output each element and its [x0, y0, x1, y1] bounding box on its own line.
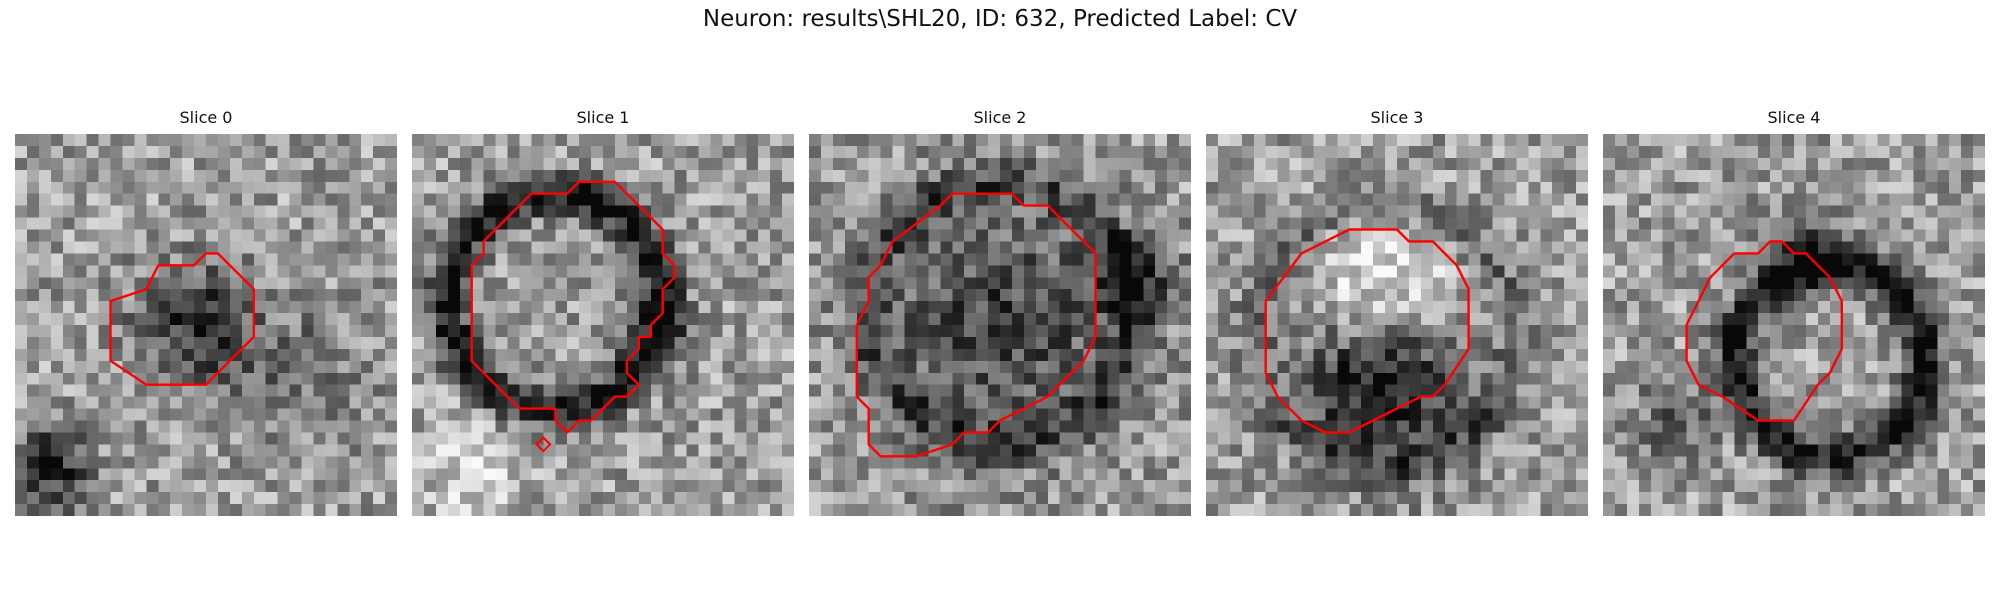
slice-1-image — [412, 134, 794, 516]
figure-title: Neuron: results\SHL20, ID: 632, Predicte… — [702, 6, 1298, 32]
slice-0-pixels — [15, 134, 397, 516]
slice-2-title: Slice 2 — [973, 108, 1027, 127]
slice-1-pixels — [412, 134, 794, 516]
slice-3-title: Slice 3 — [1370, 108, 1424, 127]
slice-2-contour — [855, 192, 1097, 458]
slice-4-contour — [1685, 240, 1844, 422]
slice-4-title: Slice 4 — [1767, 108, 1821, 127]
slice-3-contour — [1264, 228, 1470, 434]
slice-1-title: Slice 1 — [576, 108, 630, 127]
slice-3-pixels — [1206, 134, 1588, 516]
slice-1-contour — [470, 180, 676, 434]
slice-4-pixels — [1603, 134, 1985, 516]
slice-2-pixels — [809, 134, 1191, 516]
slice-2-image — [809, 134, 1191, 516]
slice-0-contour — [109, 252, 256, 386]
slice-0-title: Slice 0 — [179, 108, 233, 127]
slice-4-image — [1603, 134, 1985, 516]
slice-3-image — [1206, 134, 1588, 516]
slice-1-contour-fragment — [535, 436, 552, 453]
slice-0-image — [15, 134, 397, 516]
